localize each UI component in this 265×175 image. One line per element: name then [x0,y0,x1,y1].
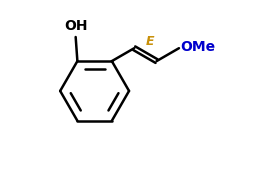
Text: OMe: OMe [181,40,216,54]
Text: OH: OH [64,19,87,33]
Text: E: E [145,35,154,48]
